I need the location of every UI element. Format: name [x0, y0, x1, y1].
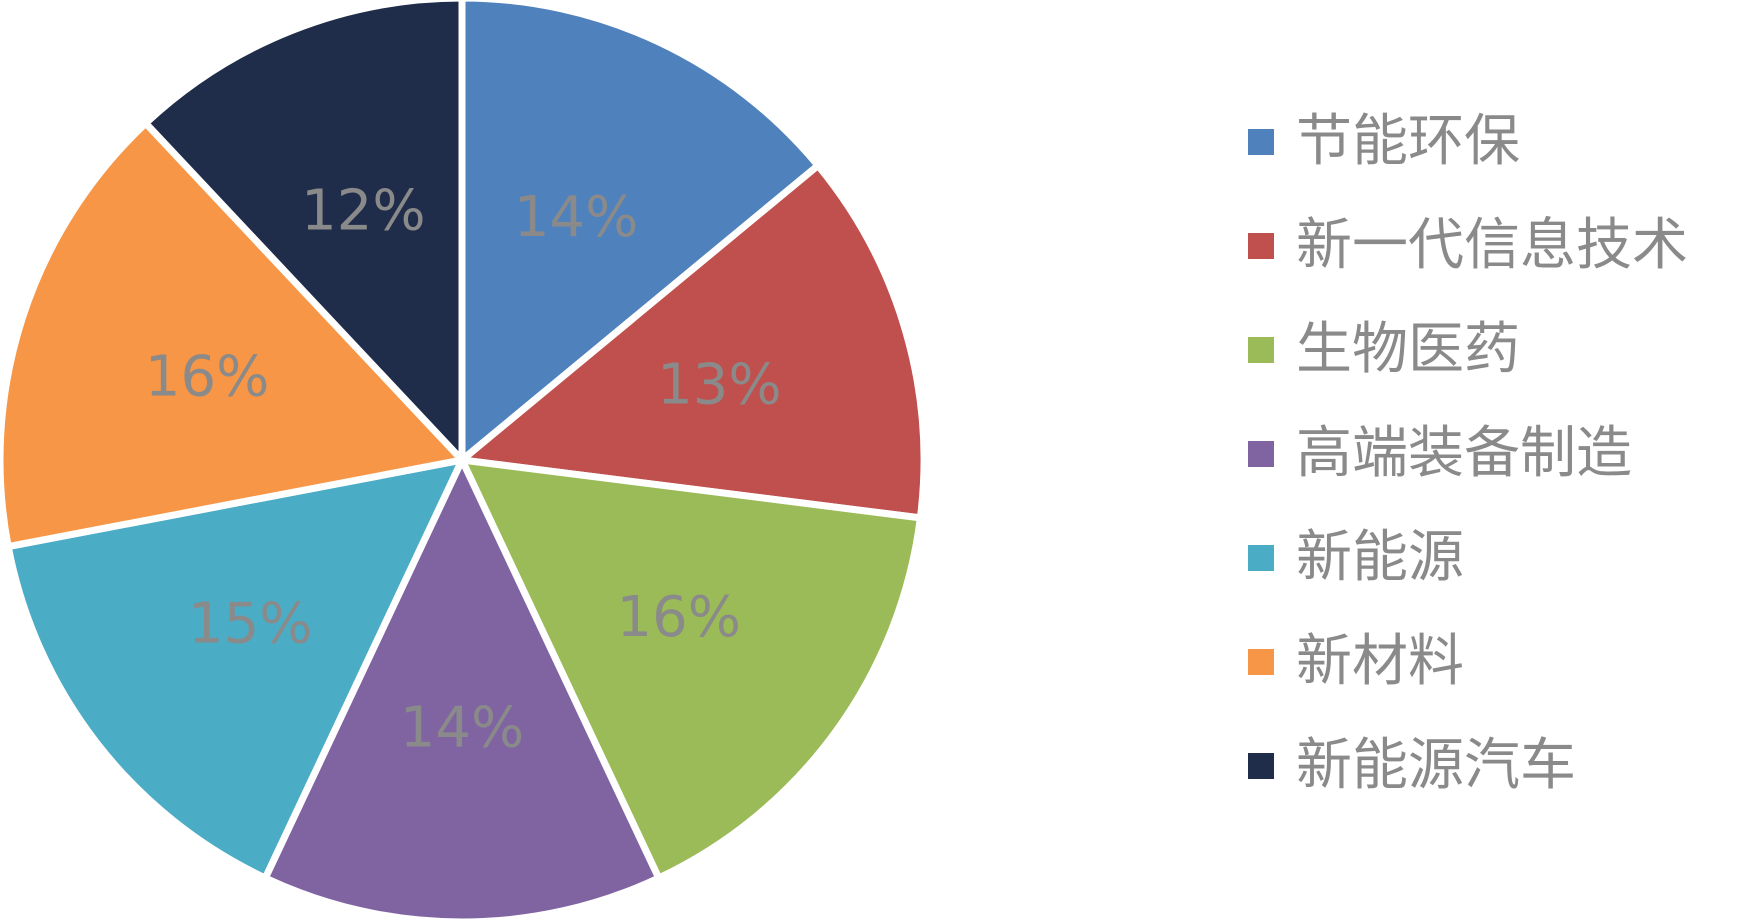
legend-swatch	[1248, 441, 1274, 467]
legend-item: 新能源汽车	[1248, 714, 1688, 818]
legend-item: 节能环保	[1248, 90, 1688, 194]
legend-item: 新一代信息技术	[1248, 194, 1688, 298]
slice-label-2: 13%	[657, 353, 781, 418]
slice-label-4: 14%	[400, 695, 524, 760]
legend-label: 生物医药	[1296, 317, 1520, 382]
pie-slice-6	[0, 119, 466, 551]
legend-label: 新能源	[1296, 525, 1464, 590]
legend: 节能环保新一代信息技术 生物医药高端装备制造 新能源新材料新能源汽车	[1248, 90, 1688, 818]
slice-label-5: 15%	[188, 592, 312, 657]
slice-label-7: 12%	[301, 178, 425, 243]
legend-label: 新一代信息技术	[1296, 213, 1688, 278]
legend-item: 生物医药	[1248, 298, 1688, 402]
legend-item: 新能源	[1248, 506, 1688, 610]
legend-item: 高端装备制造	[1248, 402, 1688, 506]
legend-swatch	[1248, 337, 1274, 363]
pie-slice-4	[261, 456, 663, 923]
legend-label: 新材料	[1296, 629, 1464, 694]
pie-slice-7	[142, 0, 466, 464]
slice-label-3: 16%	[617, 585, 741, 650]
legend-swatch	[1248, 649, 1274, 675]
legend-label: 新能源汽车	[1296, 733, 1576, 798]
slice-label-1: 14%	[514, 185, 638, 250]
pie-slice-3	[458, 456, 924, 882]
slice-label-6: 16%	[145, 345, 269, 410]
legend-swatch	[1248, 129, 1274, 155]
legend-label: 节能环保	[1296, 109, 1520, 174]
legend-item: 新材料	[1248, 610, 1688, 714]
legend-swatch	[1248, 753, 1274, 779]
pie-slice-2	[458, 162, 928, 522]
legend-swatch	[1248, 233, 1274, 259]
pie-slice-1	[458, 0, 822, 464]
legend-label: 高端装备制造	[1296, 421, 1632, 486]
pie-slice-5	[4, 456, 466, 882]
legend-swatch	[1248, 545, 1274, 571]
